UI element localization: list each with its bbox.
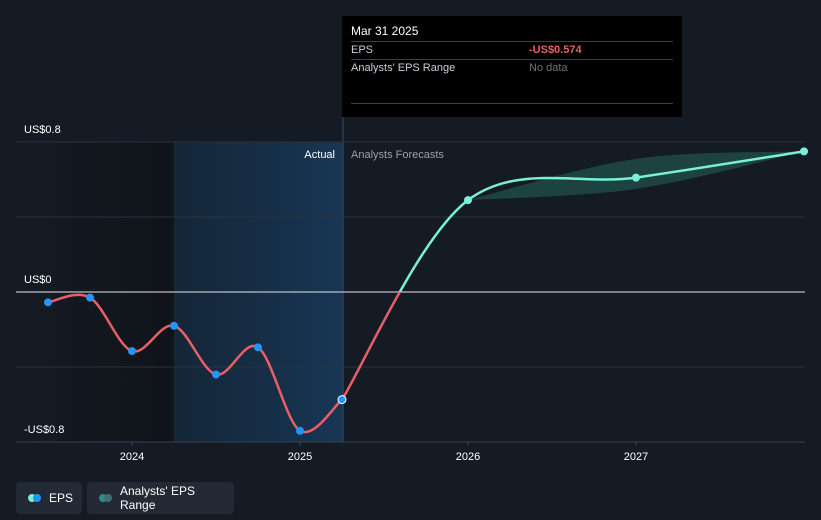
eps-point-0 xyxy=(44,298,52,307)
eps-point-4 xyxy=(212,370,220,379)
eps-actual-line xyxy=(47,293,343,434)
tooltip-range-label: Analysts' EPS Range xyxy=(351,62,456,74)
y-tick-label-0: US$0.8 xyxy=(24,124,61,136)
range-legend-icon xyxy=(99,494,112,502)
y-tick-label-1: US$0 xyxy=(24,274,52,286)
x-tick-label-3: 2027 xyxy=(624,451,648,463)
eps-forecast-line-negative xyxy=(340,292,402,401)
tooltip-row-eps: EPS -US$0.574 xyxy=(351,41,673,59)
legend-range-label: Analysts' EPS Range xyxy=(120,484,195,512)
eps-point-5 xyxy=(254,343,262,352)
legend-range-button[interactable]: Analysts' EPS Range xyxy=(87,482,234,514)
eps-tooltip: Mar 31 2025 EPS -US$0.574 Analysts' EPS … xyxy=(342,16,682,117)
region-label-forecast: Analysts Forecasts xyxy=(351,149,444,161)
eps-forecast-point-2 xyxy=(800,147,808,156)
x-tick-label-2: 2026 xyxy=(456,451,480,463)
eps-legend-icon xyxy=(28,494,41,502)
y-tick-label-2: -US$0.8 xyxy=(24,424,64,436)
x-tick-label-0: 2024 xyxy=(120,451,144,463)
x-tick-label-1: 2025 xyxy=(288,451,312,463)
tooltip-date: Mar 31 2025 xyxy=(351,24,419,38)
tooltip-range-value: No data xyxy=(529,62,568,74)
eps-point-2 xyxy=(128,347,136,356)
eps-point-1 xyxy=(86,293,94,302)
tooltip-divider xyxy=(351,103,673,104)
region-label-actual: Actual xyxy=(304,149,335,161)
eps-forecast-point-1 xyxy=(632,173,640,182)
eps-point-7 xyxy=(337,395,347,405)
eps-forecast-line-positive xyxy=(398,150,805,292)
eps-forecast-point-0 xyxy=(464,196,472,205)
eps-point-6 xyxy=(296,426,304,435)
legend-eps-label: EPS xyxy=(49,491,74,505)
tooltip-row-range: Analysts' EPS Range No data xyxy=(351,59,673,77)
tooltip-eps-value: -US$0.574 xyxy=(529,44,582,56)
legend-eps-button[interactable]: EPS xyxy=(16,482,82,514)
eps-point-3 xyxy=(170,321,178,330)
tooltip-eps-label: EPS xyxy=(351,44,374,56)
